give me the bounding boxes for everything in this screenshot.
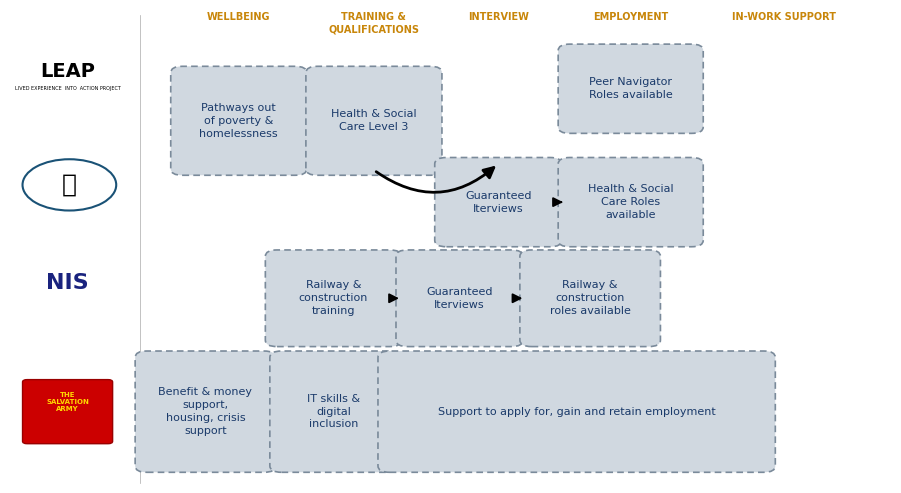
Text: Guaranteed
Iterviews: Guaranteed Iterviews: [426, 287, 493, 310]
FancyBboxPatch shape: [171, 67, 306, 176]
Text: Railway &
construction
training: Railway & construction training: [299, 281, 368, 316]
FancyBboxPatch shape: [378, 351, 775, 472]
Text: INTERVIEW: INTERVIEW: [468, 12, 529, 22]
Text: Benefit & money
support,
housing, crisis
support: Benefit & money support, housing, crisis…: [159, 387, 252, 436]
Text: Guaranteed
Iterviews: Guaranteed Iterviews: [465, 191, 532, 213]
Text: THE
SALVATION
ARMY: THE SALVATION ARMY: [46, 392, 89, 412]
Text: Pathways out
of poverty &
homelessness: Pathways out of poverty & homelessness: [199, 103, 278, 139]
FancyBboxPatch shape: [396, 250, 523, 347]
Text: IN-WORK SUPPORT: IN-WORK SUPPORT: [732, 12, 836, 22]
Text: Peer Navigator
Roles available: Peer Navigator Roles available: [589, 77, 672, 100]
FancyBboxPatch shape: [520, 250, 660, 347]
Text: Health & Social
Care Roles
available: Health & Social Care Roles available: [587, 184, 674, 220]
Text: EMPLOYMENT: EMPLOYMENT: [593, 12, 669, 22]
Text: NIS: NIS: [46, 274, 89, 293]
FancyBboxPatch shape: [270, 351, 396, 472]
Text: LIVED EXPERIENCE  INTO  ACTION PROJECT: LIVED EXPERIENCE INTO ACTION PROJECT: [14, 86, 121, 91]
Text: WELLBEING: WELLBEING: [207, 12, 270, 22]
Text: Health & Social
Care Level 3: Health & Social Care Level 3: [331, 109, 417, 132]
Text: Railway &
construction
roles available: Railway & construction roles available: [550, 281, 631, 316]
Text: IT skills &
digital
inclusion: IT skills & digital inclusion: [307, 394, 359, 429]
FancyBboxPatch shape: [306, 67, 441, 176]
FancyBboxPatch shape: [265, 250, 402, 347]
Text: Support to apply for, gain and retain employment: Support to apply for, gain and retain em…: [438, 407, 715, 417]
FancyBboxPatch shape: [435, 158, 562, 247]
Text: TRAINING &
QUALIFICATIONS: TRAINING & QUALIFICATIONS: [329, 12, 419, 35]
Text: LEAP: LEAP: [41, 62, 95, 81]
FancyBboxPatch shape: [558, 44, 703, 134]
FancyBboxPatch shape: [135, 351, 276, 472]
FancyBboxPatch shape: [558, 158, 703, 247]
FancyBboxPatch shape: [23, 380, 113, 444]
Text: 🌳: 🌳: [62, 173, 77, 197]
Circle shape: [23, 159, 116, 211]
